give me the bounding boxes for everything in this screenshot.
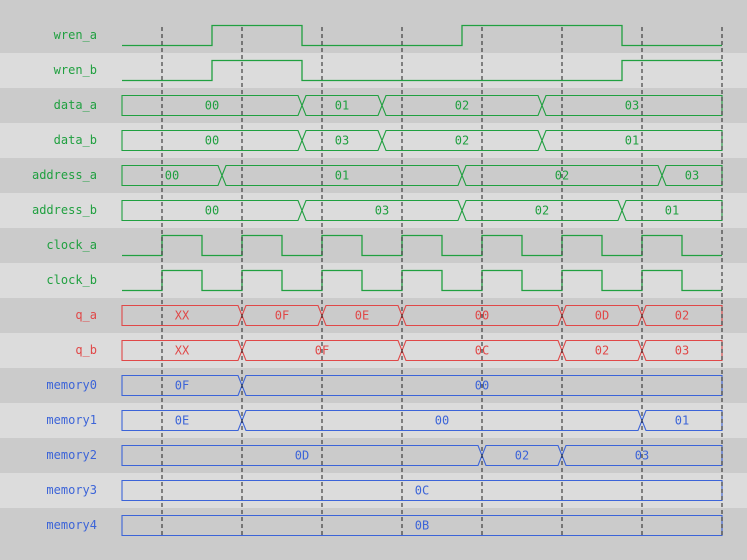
bus-value-label: 00 bbox=[205, 134, 219, 148]
bus-value-label: 02 bbox=[595, 344, 609, 358]
bus-value-label: 0D bbox=[295, 449, 309, 463]
signal-name[interactable]: address_a bbox=[31, 168, 97, 182]
bus-value-label: 02 bbox=[675, 309, 689, 323]
signal-name[interactable]: data_b bbox=[53, 133, 97, 147]
clock-waveform bbox=[122, 234, 722, 257]
bus-value-label: 0D bbox=[595, 309, 609, 323]
signal-name[interactable]: memory3 bbox=[46, 483, 97, 497]
bus-value-label: 03 bbox=[675, 344, 689, 358]
signal-name[interactable]: data_a bbox=[53, 98, 97, 112]
signal-name[interactable]: wren_b bbox=[53, 63, 97, 77]
signal-name[interactable]: wren_a bbox=[53, 28, 97, 42]
bus-value-label: 03 bbox=[625, 99, 639, 113]
signal-row-memory1: memory1 bbox=[0, 403, 747, 438]
bus-value-label: 02 bbox=[515, 449, 529, 463]
signal-name[interactable]: memory2 bbox=[46, 448, 97, 462]
bit-waveform bbox=[122, 24, 722, 47]
signal-row-memory4: memory4 bbox=[0, 508, 747, 543]
bus-value-label: 01 bbox=[675, 414, 689, 428]
signal-name[interactable]: q_b bbox=[75, 343, 97, 357]
bus-value-label: 01 bbox=[335, 169, 349, 183]
bus-value-label: XX bbox=[175, 344, 190, 358]
signal-name[interactable]: clock_a bbox=[46, 238, 97, 252]
signal-row-data_b: data_b bbox=[0, 123, 747, 158]
signal-row-memory0: memory0 bbox=[0, 368, 747, 403]
bus-value-label: 0B bbox=[415, 519, 429, 533]
bus-value-label: 03 bbox=[335, 134, 349, 148]
signal-row-address_a: address_a bbox=[0, 158, 747, 193]
bus-value-label: 03 bbox=[375, 204, 389, 218]
bus-value-label: 02 bbox=[455, 134, 469, 148]
signal-name[interactable]: memory0 bbox=[46, 378, 97, 392]
signal-row-clock_b: clock_b bbox=[0, 263, 747, 298]
bus-value-label: 0F bbox=[175, 379, 189, 393]
signal-name[interactable]: address_b bbox=[31, 203, 97, 217]
signal-row-q_b: q_b bbox=[0, 333, 747, 368]
signal-name[interactable]: memory1 bbox=[46, 413, 97, 427]
bus-value-label: 0E bbox=[175, 414, 189, 428]
bit-waveform bbox=[122, 59, 722, 82]
bus-value-label: 01 bbox=[335, 99, 349, 113]
bus-value-label: XX bbox=[175, 309, 190, 323]
bus-value-label: 00 bbox=[205, 204, 219, 218]
bus-value-label: 02 bbox=[455, 99, 469, 113]
bus-value-label: 00 bbox=[165, 169, 179, 183]
signal-row-memory3: memory3 bbox=[0, 473, 747, 508]
signal-row-memory2: memory2 bbox=[0, 438, 747, 473]
bus-value-label: 02 bbox=[535, 204, 549, 218]
bus-value-label: 0C bbox=[415, 484, 429, 498]
bus-value-label: 03 bbox=[685, 169, 699, 183]
clock-waveform bbox=[122, 269, 722, 292]
signal-name[interactable]: q_a bbox=[75, 308, 97, 322]
bus-value-label: 01 bbox=[665, 204, 679, 218]
signal-row-q_a: q_a bbox=[0, 298, 747, 333]
signal-name[interactable]: clock_b bbox=[46, 273, 97, 287]
bus-value-label: 0E bbox=[355, 309, 369, 323]
bus-value-label: 00 bbox=[435, 414, 449, 428]
bus-value-label: 01 bbox=[625, 134, 639, 148]
bus-value-label: 0F bbox=[275, 309, 289, 323]
signal-row-clock_a: clock_a bbox=[0, 228, 747, 263]
bus-value-label: 00 bbox=[205, 99, 219, 113]
signal-row-data_a: data_a bbox=[0, 88, 747, 123]
signal-name[interactable]: memory4 bbox=[46, 518, 97, 532]
